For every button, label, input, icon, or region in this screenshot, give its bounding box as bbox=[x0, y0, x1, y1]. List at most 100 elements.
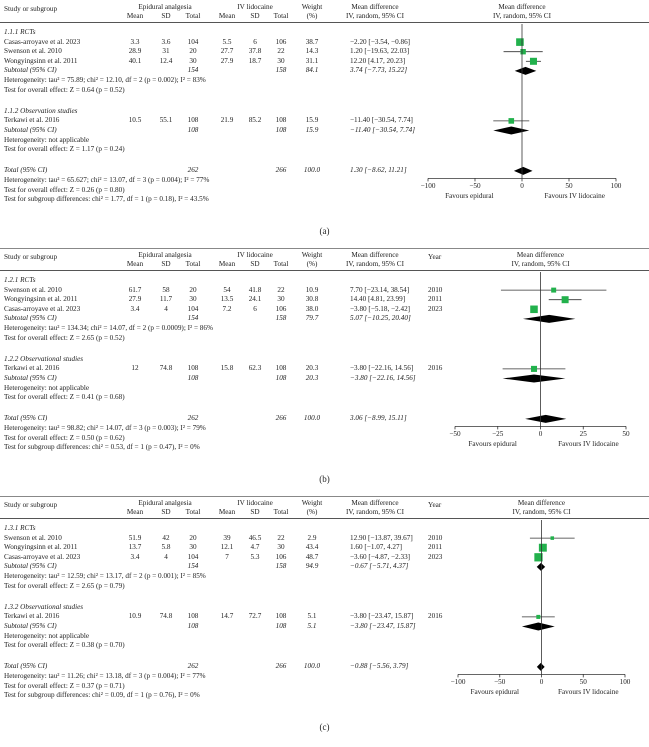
cell-ci: 7.70 [−23.14, 38.54] bbox=[350, 285, 410, 294]
cell-sd2: 85.2 bbox=[248, 116, 262, 125]
header-mean-m2: Mean bbox=[218, 12, 236, 20]
subtotal-diamond bbox=[493, 126, 530, 135]
cell-w: 43.4 bbox=[305, 543, 319, 552]
header-rule bbox=[0, 22, 649, 23]
header-group1: Epidural analgesia bbox=[138, 3, 192, 11]
cell-w: 94.9 bbox=[305, 562, 319, 571]
cell-sd1: 12.4 bbox=[159, 56, 173, 65]
cell-m2: 7 bbox=[225, 552, 229, 561]
total-diamond bbox=[525, 414, 567, 423]
x-tick-label: 50 bbox=[565, 182, 573, 191]
header-group2: IV lidocaine bbox=[237, 251, 273, 259]
subtotal-diamond bbox=[521, 622, 555, 631]
panel-separator bbox=[0, 248, 649, 249]
cell-n1: 108 bbox=[187, 622, 199, 630]
header-md: Mean difference bbox=[351, 251, 399, 259]
cell-m1: 61.7 bbox=[128, 285, 142, 294]
cell-n2: 106 bbox=[275, 37, 287, 46]
cell-n2: 108 bbox=[275, 374, 287, 382]
stat-text: Heterogeneity: tau² = 134.34; chi² = 14.… bbox=[4, 324, 213, 332]
cell-w: 100.0 bbox=[303, 414, 321, 423]
cell-sd2: 41.8 bbox=[248, 285, 262, 294]
cell-n2: 158 bbox=[275, 66, 287, 75]
stat-text: Heterogeneity: tau² = 65.627; chi² = 13.… bbox=[4, 176, 210, 184]
subtotal-label: Subtotal (95% CI) bbox=[4, 622, 57, 630]
cell-n1: 262 bbox=[187, 414, 199, 423]
cell-n1: 104 bbox=[187, 304, 199, 313]
x-tick-label: 0 bbox=[538, 430, 543, 439]
study-marker bbox=[561, 296, 569, 304]
panel-caption: (c) bbox=[319, 722, 330, 732]
cell-sd2: 62.3 bbox=[248, 364, 262, 373]
subgroup-label: 1.2.2 Observational studies bbox=[4, 354, 84, 363]
favours-right-label: Favours IV lidocaine bbox=[557, 688, 619, 697]
subgroup-label: 1.1.2 Observation studies bbox=[4, 106, 78, 115]
subgroup-label: 1.3.1 RCTs bbox=[4, 524, 36, 532]
cell-n2: 22 bbox=[277, 533, 285, 542]
cell-w: 31.1 bbox=[305, 56, 319, 65]
cell-ci: −3.80 [−22.16, 14.56] bbox=[350, 374, 416, 382]
header-plot: Mean difference bbox=[516, 251, 565, 259]
total-label: Total (95% CI) bbox=[4, 166, 48, 175]
study-marker bbox=[530, 305, 538, 314]
header-sd-sd1: SD bbox=[161, 508, 171, 516]
cell-m2: 5.5 bbox=[222, 37, 232, 46]
study-marker bbox=[530, 365, 538, 372]
forest-plot-area bbox=[454, 272, 627, 430]
study-label: Swenson et al. 2010 bbox=[4, 533, 62, 542]
x-tick-label: 50 bbox=[579, 678, 587, 687]
header-group1: Epidural analgesia bbox=[138, 251, 192, 259]
cell-w: 84.1 bbox=[305, 66, 319, 75]
header-plot-sub: IV, random, 95% CI bbox=[493, 12, 551, 20]
cell-m2: 21.9 bbox=[220, 116, 234, 125]
cell-n1: 154 bbox=[187, 314, 199, 323]
cell-w: 100.0 bbox=[303, 166, 321, 175]
forest-panel-2: Study or subgroup Epidural analgesia IV li… bbox=[0, 248, 649, 496]
study-label: Wongyingsinn et al. 2011 bbox=[4, 543, 78, 552]
header-weight: Weight bbox=[301, 499, 323, 507]
cell-n2: 106 bbox=[275, 552, 287, 561]
cell-n2: 108 bbox=[275, 364, 287, 373]
favours-right-label: Favours IV lidocaine bbox=[544, 192, 605, 201]
cell-n2: 158 bbox=[275, 314, 287, 323]
study-marker bbox=[550, 536, 555, 540]
stat-text: Test for subgroup differences: chi² = 1.… bbox=[4, 195, 209, 204]
cell-sd1: 74.8 bbox=[159, 364, 173, 373]
cell-sd2: 5.3 bbox=[250, 552, 260, 561]
cell-ci: 3.74 [−7.73, 15.22] bbox=[350, 66, 408, 75]
cell-sd2: 37.8 bbox=[248, 47, 262, 56]
cell-year: 2010 bbox=[428, 533, 443, 542]
panel-caption: (b) bbox=[319, 474, 330, 484]
cell-ci: −2.20 [−3.54, −0.86] bbox=[350, 37, 411, 46]
cell-m1: 27.9 bbox=[128, 295, 142, 304]
header-weight-unit: (%) bbox=[306, 508, 318, 516]
study-marker bbox=[536, 614, 541, 619]
cell-sd1: 4 bbox=[164, 304, 168, 313]
cell-sd1: 11.7 bbox=[159, 295, 173, 304]
stat-text: Test for overall effect: Z = 2.65 (p = 0… bbox=[4, 581, 125, 590]
header-md-sub: IV, random, 95% CI bbox=[346, 508, 404, 516]
header-total-n1: Total bbox=[185, 260, 201, 268]
study-label: Wongyingsinn et al. 2011 bbox=[4, 295, 78, 304]
cell-ci: −3.80 [−22.16, 14.56] bbox=[350, 364, 414, 373]
header-study: Study or subgroup bbox=[4, 5, 58, 13]
cell-m1: 10.5 bbox=[128, 116, 142, 125]
favours-right-label: Favours IV lidocaine bbox=[558, 440, 619, 449]
cell-sd1: 42 bbox=[162, 533, 170, 542]
stat-text: Test for overall effect: Z = 0.50 (p = 0… bbox=[4, 433, 125, 442]
cell-n1: 20 bbox=[189, 533, 197, 542]
cell-ci: −3.80 [−23.47, 15.87] bbox=[350, 622, 416, 630]
x-tick-label: −50 bbox=[449, 430, 461, 439]
cell-ci: −3.60 [−4.87, −2.33] bbox=[350, 552, 411, 561]
favours-left-label: Favours epidural bbox=[470, 688, 519, 697]
cell-w: 10.9 bbox=[305, 285, 319, 294]
cell-m2: 27.9 bbox=[220, 56, 234, 65]
subtotal-diamond bbox=[514, 66, 537, 75]
x-tick-label: −100 bbox=[450, 678, 466, 687]
header-total-n1: Total bbox=[185, 508, 201, 516]
header-total-n2: Total bbox=[273, 508, 289, 516]
header-mean-m1: Mean bbox=[126, 260, 144, 268]
panel-separator bbox=[0, 496, 649, 497]
stat-text: Test for subgroup differences: chi² = 0.… bbox=[4, 443, 200, 452]
cell-year: 2011 bbox=[428, 543, 443, 552]
